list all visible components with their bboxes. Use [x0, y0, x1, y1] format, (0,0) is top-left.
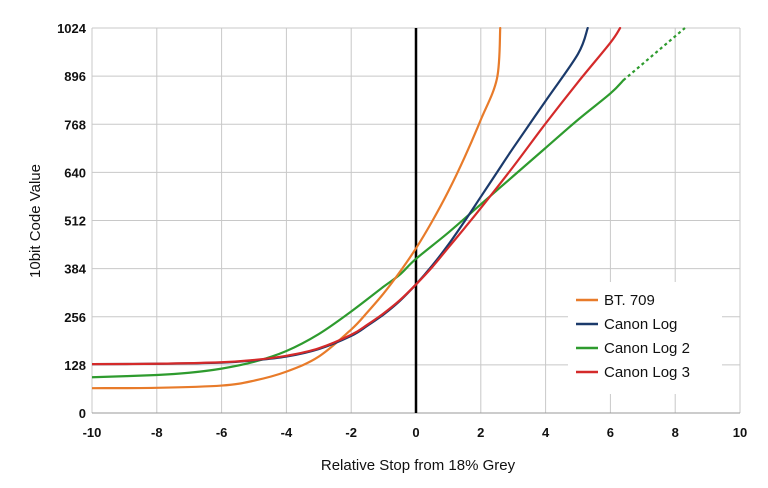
series-extension-canon-log-2 — [622, 27, 686, 82]
x-tick-label: -10 — [83, 425, 102, 440]
x-tick-label: 10 — [733, 425, 747, 440]
y-tick-label: 768 — [64, 117, 86, 132]
x-tick-label: 6 — [607, 425, 614, 440]
legend-label-canon-log-3: Canon Log 3 — [604, 364, 690, 381]
y-tick-label: 512 — [64, 214, 86, 229]
x-tick-label: 0 — [412, 425, 419, 440]
x-tick-label: 2 — [477, 425, 484, 440]
y-tick-label: 640 — [64, 165, 86, 180]
series-line-canon-log-3 — [92, 27, 622, 366]
y-tick-label: 128 — [64, 358, 86, 373]
legend-label-canon-log: Canon Log — [604, 316, 677, 333]
tick-labels: -10 -8 -6 -4 -2 0 2 4 6 8 10 0 128 256 384 512 640 768 896… — [57, 21, 747, 440]
y-tick-label: 384 — [64, 262, 86, 277]
y-axis-title: 10bit Code Value — [27, 164, 44, 278]
x-axis-title: Relative Stop from 18% Grey — [321, 457, 516, 474]
y-tick-label: 0 — [79, 406, 86, 421]
series-group — [92, 27, 686, 390]
x-tick-label: -6 — [216, 425, 228, 440]
x-tick-label: 8 — [672, 425, 679, 440]
x-tick-label: 4 — [542, 425, 550, 440]
x-tick-label: -4 — [281, 425, 293, 440]
x-tick-label: -8 — [151, 425, 163, 440]
y-tick-label: 1024 — [57, 21, 87, 36]
legend: BT. 709 Canon Log Canon Log 2 Canon Log 3 — [568, 282, 722, 394]
legend-label-canon-log-2: Canon Log 2 — [604, 340, 690, 357]
series-line-canon-log-2 — [92, 79, 625, 379]
y-tick-label: 256 — [64, 310, 86, 325]
y-tick-label: 896 — [64, 69, 86, 84]
series-line-bt-709 — [92, 27, 502, 390]
x-tick-label: -2 — [345, 425, 357, 440]
legend-label-bt-709: BT. 709 — [604, 292, 655, 309]
